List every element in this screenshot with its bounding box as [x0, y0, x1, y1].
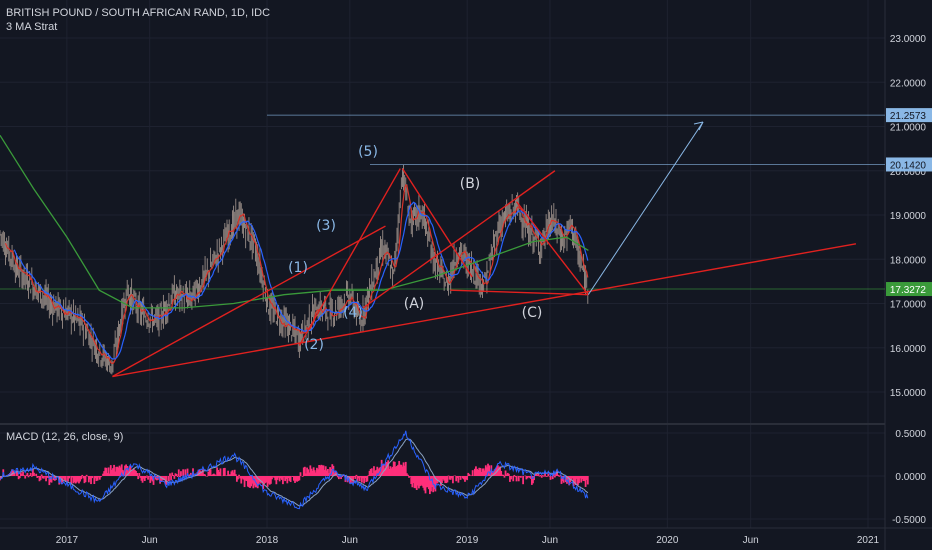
price-badge-label: 17.3272 [890, 285, 927, 296]
wave-label: (A) [404, 296, 425, 312]
time-axis-tick: 2018 [256, 535, 279, 546]
price-axis-tick: 15.0000 [890, 388, 927, 399]
time-axis-tick: 2020 [656, 535, 679, 546]
ma-mid-line [13, 201, 589, 360]
price-axis-tick: 19.0000 [890, 211, 927, 222]
price-badge [886, 282, 932, 297]
trendline [515, 201, 589, 296]
price-badge [886, 157, 932, 172]
trendline [112, 243, 857, 378]
trendline [362, 170, 556, 309]
price-badge [886, 108, 932, 123]
price-axis-tick: 18.0000 [890, 255, 927, 266]
chart-header: BRITISH POUND / SOUTH AFRICAN RAND, 1D, … [6, 6, 270, 34]
projection-arrow [587, 121, 704, 295]
ma-slow-line [0, 134, 589, 309]
macd-axis-tick: -0.5000 [892, 515, 926, 526]
time-axis-tick: Jun [142, 535, 158, 546]
time-axis-tick: Jun [743, 535, 759, 546]
symbol-title: BRITISH POUND / SOUTH AFRICAN RAND, 1D, … [6, 7, 271, 19]
wave-label: (4) [343, 305, 363, 321]
price-axis-tick: 22.0000 [890, 78, 927, 89]
price-badge-label: 20.1420 [890, 160, 927, 171]
wave-label: (1) [288, 260, 308, 276]
time-axis-tick: 2017 [56, 535, 79, 546]
time-axis-tick: 2021 [857, 535, 880, 546]
trendline [112, 225, 386, 378]
price-axis-tick: 20.0000 [890, 167, 927, 178]
time-axis-tick: Jun [342, 535, 358, 546]
macd-title: MACD (12, 26, close, 9) [6, 431, 124, 443]
price-axis-tick: 21.0000 [890, 123, 927, 134]
price-axis-tick: 16.0000 [890, 344, 927, 355]
ma-fast-line [4, 184, 589, 365]
wave-label: (3) [316, 218, 336, 234]
trendline [450, 289, 589, 296]
time-axis-tick: 2019 [456, 535, 479, 546]
trendline [298, 168, 401, 346]
wave-label: (C) [522, 305, 543, 321]
price-axis-tick: 17.0000 [890, 300, 927, 311]
price-badge-label: 21.2573 [890, 111, 927, 122]
macd-axis-tick: 0.5000 [895, 429, 926, 440]
wave-label: (5) [358, 144, 378, 160]
wave-label: (2) [304, 337, 324, 353]
time-axis-tick: Jun [542, 535, 558, 546]
trendline [401, 168, 473, 278]
indicator-name: 3 MA Strat [6, 21, 58, 33]
wave-label: (B) [460, 176, 481, 192]
signal-line [0, 438, 589, 507]
macd-axis-tick: 0.0000 [895, 472, 926, 483]
projection-arrowhead [693, 121, 704, 131]
macd-line [0, 430, 589, 510]
price-axis-tick: 23.0000 [890, 34, 927, 45]
